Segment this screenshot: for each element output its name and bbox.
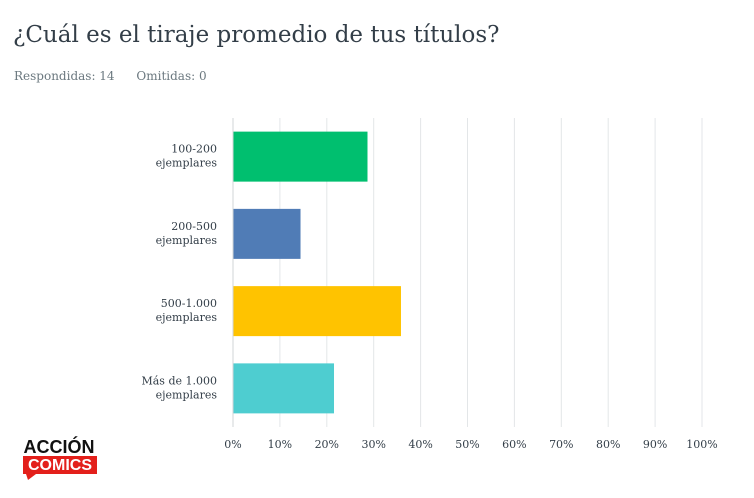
x-tick-label: 100% — [686, 438, 717, 451]
question-title: ¿Cuál es el tiraje promedio de tus títul… — [13, 22, 500, 48]
category-label: 200-500 ejemplares — [156, 220, 218, 247]
category-label: 100-200 ejemplares — [156, 143, 218, 170]
accion-comics-logo: ACCIÓN COMICS — [23, 436, 97, 480]
x-tick-label: 80% — [596, 438, 620, 451]
x-tick-label: 10% — [268, 438, 292, 451]
bar — [233, 131, 368, 182]
x-tick-label: 0% — [224, 438, 241, 451]
bar — [233, 286, 401, 337]
x-tick-label: 60% — [502, 438, 526, 451]
logo-line2: COMICS — [28, 457, 92, 474]
x-tick-label: 70% — [549, 438, 573, 451]
x-tick-label: 90% — [643, 438, 667, 451]
bar — [233, 363, 335, 414]
category-label: 500-1.000 ejemplares — [156, 297, 218, 324]
response-stats: Respondidas: 14 Omitidas: 0 — [14, 69, 225, 83]
category-label: Más de 1.000 ejemplares — [141, 374, 217, 401]
logo-line1: ACCIÓN — [24, 436, 95, 457]
x-tick-label: 40% — [408, 438, 432, 451]
answered-count: Respondidas: 14 — [14, 69, 115, 83]
logo-banner — [23, 456, 97, 474]
skipped-count: Omitidas: 0 — [136, 69, 207, 83]
x-tick-label: 20% — [315, 438, 339, 451]
logo-banner-tail — [26, 474, 36, 480]
x-tick-label: 30% — [361, 438, 385, 451]
x-tick-label: 50% — [455, 438, 479, 451]
bar — [233, 208, 301, 259]
